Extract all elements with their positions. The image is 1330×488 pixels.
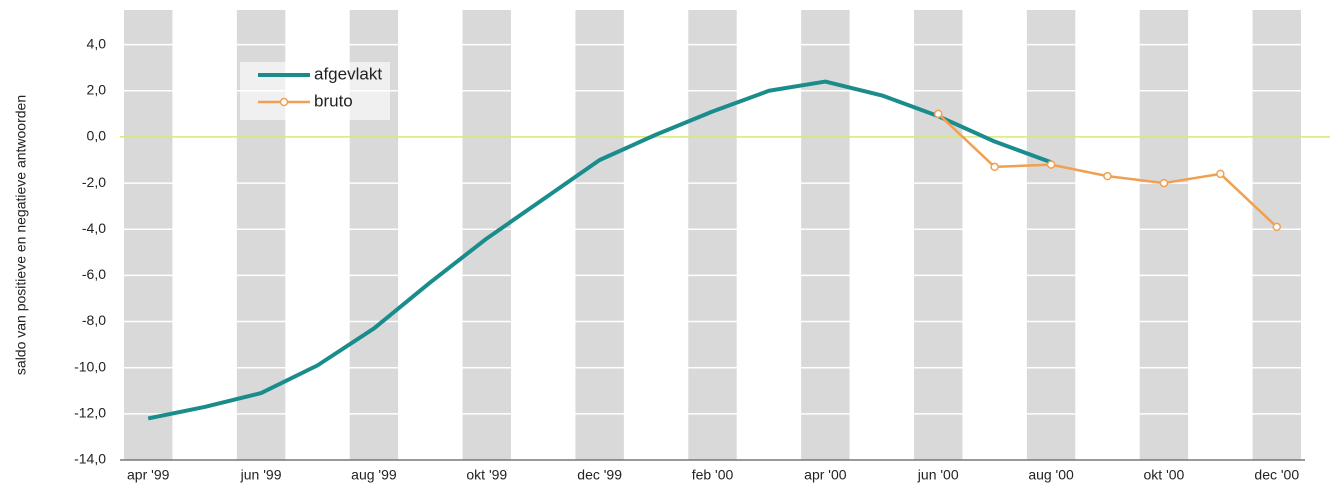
x-tick-label: apr '99 <box>127 467 170 483</box>
column-band <box>1252 10 1301 460</box>
series-marker <box>1272 222 1282 232</box>
column-band <box>1139 10 1189 460</box>
x-tick-label: okt '00 <box>1144 467 1185 483</box>
series-line <box>147 79 1052 421</box>
x-tick-label: okt '99 <box>466 467 507 483</box>
y-tick-label: -8,0 <box>82 312 106 328</box>
y-tick-label: -12,0 <box>74 405 106 421</box>
x-tick-label: apr '00 <box>804 467 847 483</box>
series-marker <box>1046 160 1056 169</box>
y-tick-label: -10,0 <box>74 358 106 374</box>
y-tick-label: -4,0 <box>82 220 106 236</box>
x-tick-label: jun '00 <box>917 467 959 483</box>
legend-label: afgevlakt <box>314 64 382 83</box>
column-band <box>124 10 173 460</box>
x-tick-label: dec '99 <box>577 467 622 483</box>
series-marker <box>1216 169 1225 179</box>
y-tick-label: 0,0 <box>87 128 107 144</box>
column-band <box>1026 10 1076 460</box>
legend-label: bruto <box>314 91 353 110</box>
column-band <box>575 10 624 460</box>
series-marker <box>1103 171 1112 181</box>
series-line <box>937 112 1278 228</box>
x-tick-label: aug '99 <box>351 467 397 483</box>
x-tick-label: aug '00 <box>1028 467 1074 483</box>
x-tick-label: jun '99 <box>240 467 282 483</box>
column-band <box>914 10 963 460</box>
column-band <box>801 10 850 460</box>
legend-box <box>240 62 390 120</box>
y-tick-label: -6,0 <box>82 266 106 282</box>
series-marker <box>933 109 943 119</box>
y-tick-label: -14,0 <box>74 451 106 467</box>
series-marker <box>990 162 999 172</box>
y-axis-label: saldo van positieve en negatieve antwoor… <box>13 95 29 375</box>
series-marker <box>1159 178 1169 188</box>
y-tick-label: -2,0 <box>82 174 106 190</box>
legend-marker <box>279 97 289 107</box>
x-tick-label: feb '00 <box>692 467 734 483</box>
y-tick-label: 4,0 <box>87 35 107 51</box>
column-band <box>688 10 737 460</box>
x-tick-label: dec '00 <box>1254 467 1299 483</box>
y-tick-label: 2,0 <box>87 81 107 97</box>
column-band <box>462 10 511 460</box>
